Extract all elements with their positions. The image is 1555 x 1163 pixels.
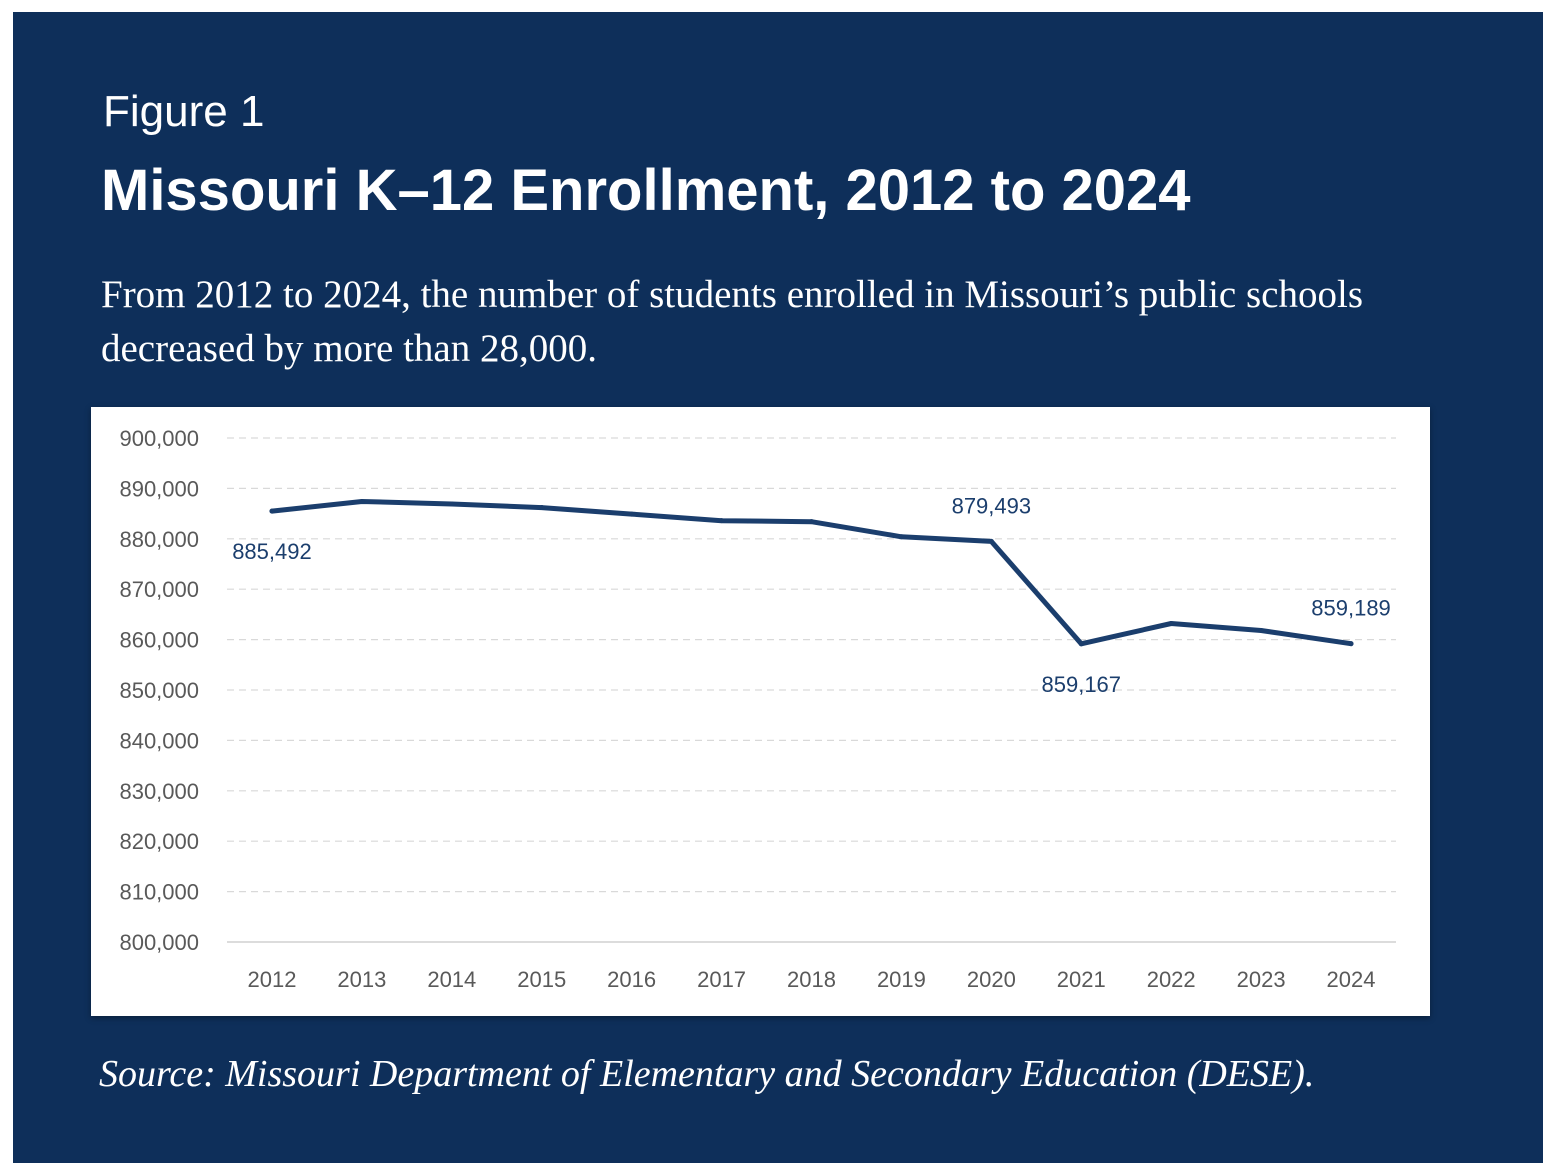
data-point [629,511,635,517]
x-tick-label: 2015 [517,967,566,992]
x-tick-label: 2017 [697,967,746,992]
y-tick-label: 870,000 [119,577,199,602]
data-point [539,505,545,511]
x-tick-label: 2019 [877,967,926,992]
line-chart: 800,000 810,000 820,000 830,000 840,000 850,0… [119,426,1396,992]
chart-card: 800,000 810,000 820,000 830,000 840,000 850,0… [91,407,1430,1016]
data-label: 859,167 [1042,672,1122,697]
data-point [1168,620,1174,626]
figure-label: Figure 1 [103,87,265,136]
chart-title: Missouri K–12 Enrollment, 2012 to 2024 [101,158,1191,223]
y-tick-label: 860,000 [119,628,199,653]
x-tick-label: 2012 [247,967,296,992]
y-tick-label: 890,000 [119,476,199,501]
y-tick-label: 830,000 [119,779,199,804]
data-point [1348,641,1354,647]
data-point [269,508,275,514]
chart-subtitle: From 2012 to 2024, the number of student… [101,273,1363,370]
y-tick-label: 820,000 [119,829,199,854]
y-tick-label: 850,000 [119,678,199,703]
y-tick-label: 800,000 [119,930,199,955]
x-tick-label: 2024 [1327,967,1376,992]
x-tick-label: 2020 [967,967,1016,992]
y-tick-label: 900,000 [119,426,199,451]
source-note: Source: Missouri Department of Elementar… [99,1053,1315,1095]
data-label: 885,492 [232,539,312,564]
data-point [719,518,725,524]
data-point [449,501,455,507]
data-label: 879,493 [952,493,1032,518]
y-tick-label: 880,000 [119,527,199,552]
x-tick-label: 2018 [787,967,836,992]
data-point [988,538,994,544]
data-point [898,534,904,540]
data-point [359,499,365,505]
x-tick-label: 2023 [1237,967,1286,992]
data-point [1258,628,1264,634]
data-point [809,519,814,525]
x-tick-label: 2021 [1057,967,1106,992]
figure-panel: Figure 1 Missouri K–12 Enrollment, 2012 … [13,12,1543,1163]
x-tick-label: 2014 [427,967,476,992]
data-point [1078,641,1084,647]
data-label: 859,189 [1311,596,1391,621]
y-tick-label: 810,000 [119,880,199,905]
x-tick-label: 2016 [607,967,656,992]
y-tick-label: 840,000 [119,728,199,753]
x-tick-label: 2013 [337,967,386,992]
x-tick-label: 2022 [1147,967,1196,992]
